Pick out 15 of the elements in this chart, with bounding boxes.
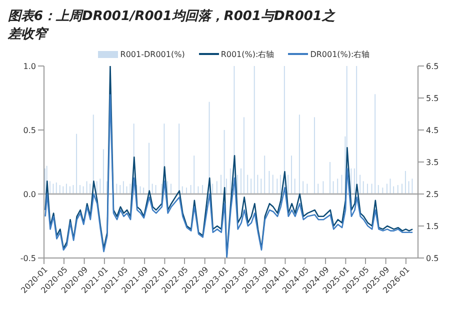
y2-tick-label: 0.5: [426, 254, 439, 263]
chart-title: 图表6：上周DR001/R001均回落，R001与DR001之差收窄: [8, 8, 336, 44]
legend-label: R001-DR001(%): [119, 50, 185, 58]
y2-tick-label: 4.5: [426, 126, 439, 135]
y-tick-label: 0.5: [23, 126, 36, 135]
y-tick-label: 0.0: [23, 190, 36, 199]
y-tick-label: 1.0: [23, 62, 36, 71]
y2-tick-label: 3.5: [426, 158, 439, 167]
legend-label: DR001(%):右轴: [309, 48, 370, 60]
legend-label: R001(%):右轴: [220, 48, 274, 60]
y2-tick-label: 1.5: [426, 222, 439, 231]
y2-tick-label: 5.5: [426, 94, 439, 103]
y2-tick-label: 6.5: [426, 62, 439, 71]
y-tick-label: -0.5: [20, 254, 36, 263]
y2-tick-label: 2.5: [426, 190, 439, 199]
